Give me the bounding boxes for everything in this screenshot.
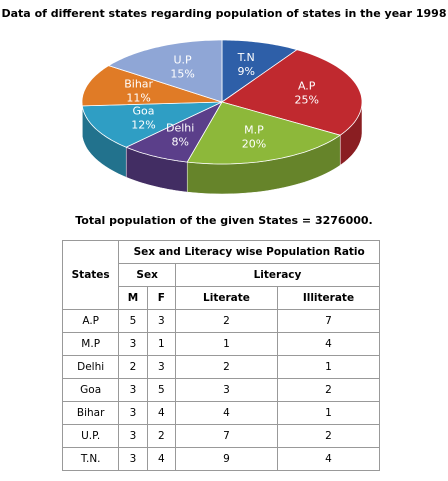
slice-label: M.P	[244, 124, 264, 137]
table-cell: 1	[276, 355, 381, 379]
value-label: 20%	[242, 138, 266, 151]
table-cell: 5	[118, 309, 148, 333]
table-row: A.P 5 3 2 7	[61, 309, 381, 333]
slice-top	[81, 101, 223, 148]
chart-title: Data of different states regarding popul…	[2, 7, 447, 20]
table-cell: U.P.	[61, 424, 120, 448]
slice-label: T.N	[237, 51, 255, 64]
table-cell: 4	[146, 447, 177, 471]
header-cell: States	[61, 240, 120, 310]
slice-label: U.P	[173, 54, 192, 67]
table-cell: 2	[118, 355, 148, 379]
header-cell: Literacy	[175, 263, 380, 287]
table-row: Goa 3 5 3 2	[61, 378, 381, 402]
table-cell: 3	[118, 424, 148, 448]
table-cell: 4	[276, 447, 381, 471]
chart: Data of different states regarding popul…	[2, 7, 447, 195]
header-cell: F	[146, 286, 177, 310]
pie-slice	[81, 101, 223, 178]
table-cell: Bihar	[61, 401, 120, 425]
pie-slice	[81, 65, 223, 136]
table-cell: 4	[146, 401, 177, 425]
header-row: M F Literate Illiterate	[63, 286, 381, 310]
table-cell: 7	[175, 424, 278, 448]
table-cell: 2	[175, 309, 278, 333]
table-row: Delhi 2 3 2 1	[61, 355, 381, 379]
slice-top	[186, 101, 342, 165]
pie-slice	[107, 39, 223, 103]
slice-top	[81, 65, 223, 107]
total-note: Total population of the given States = 3…	[75, 214, 373, 227]
header-cell: Sex	[118, 263, 176, 287]
pie-slice	[221, 49, 363, 166]
table-cell: 2	[276, 378, 381, 402]
table-cell: T.N.	[61, 447, 120, 471]
table-cell: 2	[146, 424, 177, 448]
slice-label: Bihar	[124, 77, 153, 90]
table-cell: 9	[175, 447, 278, 471]
table-cell: 1	[146, 332, 177, 356]
table-cell: 3	[118, 332, 148, 356]
table-row: M.P 3 1 1 4	[61, 332, 381, 356]
table-cell: 5	[146, 378, 177, 402]
slice-top	[125, 101, 223, 163]
header-cell: Illiterate	[276, 286, 381, 310]
table-cell: M.P	[61, 332, 120, 356]
table-cell: 4	[276, 332, 381, 356]
table-cell: 2	[175, 355, 278, 379]
table-cell: 3	[118, 401, 148, 425]
table-cell: 3	[118, 378, 148, 402]
table-cell: Delhi	[61, 355, 120, 379]
table-cell: A.P	[61, 309, 120, 333]
table-cell: 4	[175, 401, 278, 425]
table-cell: 3	[146, 309, 177, 333]
value-label: 11%	[126, 91, 150, 104]
table-row: Bihar 3 4 4 1	[61, 401, 381, 425]
slice-top	[221, 39, 298, 103]
value-label: 12%	[131, 118, 155, 131]
table-cell: Goa	[61, 378, 120, 402]
table-cell: 1	[175, 332, 278, 356]
slice-top	[221, 49, 363, 136]
header-cell: M	[118, 286, 148, 310]
value-label: 25%	[294, 94, 318, 107]
table-row: T.N. 3 4 9 4	[61, 447, 381, 471]
header-cell: Literate	[175, 286, 278, 310]
header-cell: Sex and Literacy wise Population Ratio	[118, 240, 380, 264]
table-cell: 3	[146, 355, 177, 379]
table-cell: 3	[175, 378, 278, 402]
pie-slice	[186, 101, 342, 195]
pie-slice	[125, 101, 223, 193]
table-cell: 1	[276, 401, 381, 425]
slice-label: A.P	[298, 80, 316, 93]
table-cell: 7	[276, 309, 381, 333]
table-cell: 3	[118, 447, 148, 471]
table-row: U.P. 3 2 7 2	[61, 424, 381, 448]
data-table: States Sex and Literacy wise Population …	[61, 240, 381, 471]
slice-label: Delhi	[166, 122, 194, 135]
value-label: 8%	[171, 136, 188, 149]
slice-label: Goa	[132, 104, 154, 117]
pie-slice	[221, 39, 298, 103]
value-label: 15%	[170, 68, 194, 81]
table-cell: 2	[276, 424, 381, 448]
slice-top	[107, 39, 223, 103]
value-label: 9%	[237, 65, 254, 78]
